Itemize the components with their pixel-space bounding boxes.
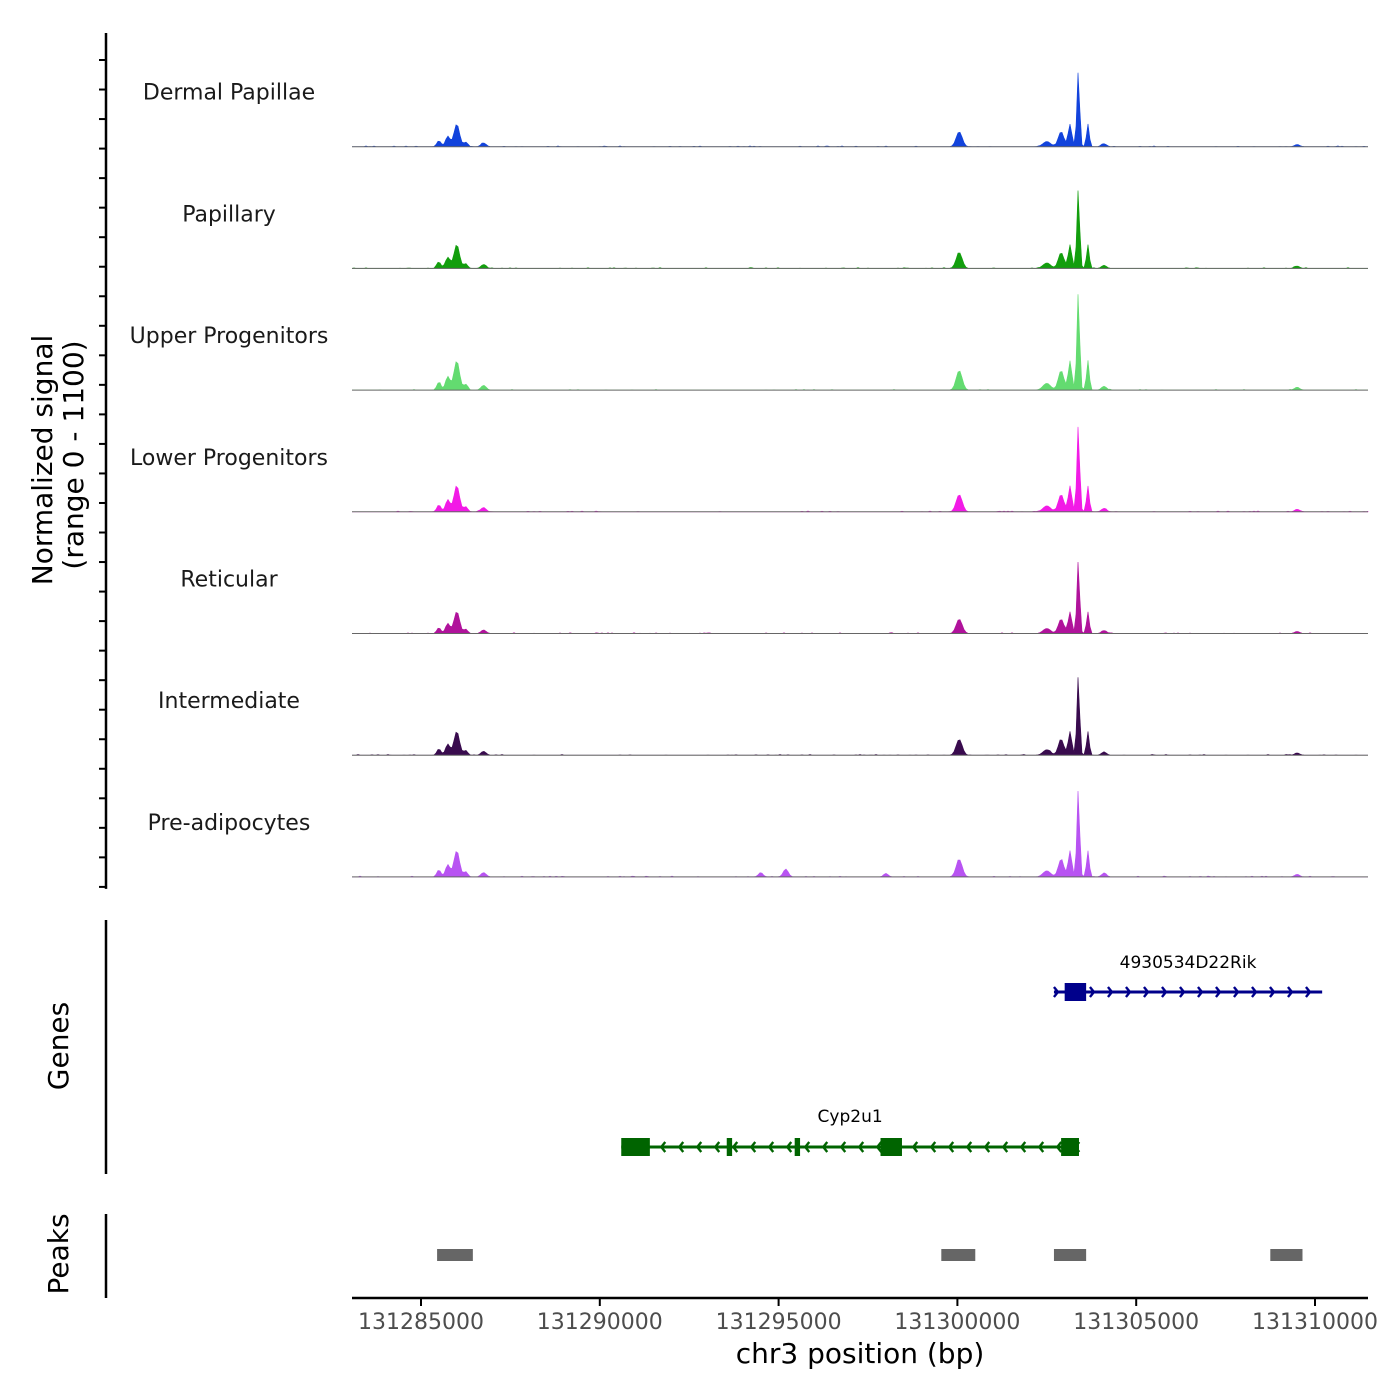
signal-area — [352, 790, 1368, 878]
signal-track-upper-progenitors: Upper Progenitors — [130, 294, 1368, 391]
track-label: Lower Progenitors — [130, 446, 328, 471]
track-label: Papillary — [182, 202, 276, 227]
signal-track-dermal-papillae: Dermal Papillae — [143, 72, 1368, 148]
signal-track-lower-progenitors: Lower Progenitors — [130, 426, 1369, 513]
strand-arrow — [1215, 986, 1222, 998]
strand-arrow — [839, 1141, 847, 1153]
strand-arrow — [1197, 986, 1204, 998]
track-label: Upper Progenitors — [130, 324, 329, 349]
exon — [726, 1138, 733, 1156]
signal-area — [352, 561, 1368, 634]
exon — [1064, 983, 1087, 1001]
strand-arrow — [713, 1141, 721, 1153]
genes-axis-title: Genes — [42, 1002, 75, 1090]
signal-y-axis — [99, 33, 108, 889]
strand-arrow — [1233, 986, 1240, 998]
peak-region — [1053, 1249, 1087, 1261]
strand-arrow — [983, 1141, 991, 1153]
strand-arrow — [1053, 986, 1060, 998]
strand-arrow — [659, 1141, 667, 1153]
strand-arrow — [857, 1141, 865, 1153]
strand-arrow — [1107, 986, 1114, 998]
x-tick-label: 131295000 — [716, 1310, 842, 1335]
strand-arrow — [965, 1141, 973, 1153]
signal-area — [352, 72, 1368, 148]
signal-track-papillary: Papillary — [182, 190, 1368, 269]
strand-arrow — [1001, 1141, 1009, 1153]
strand-arrow — [1251, 986, 1258, 998]
gene-4930534d22rik: 4930534D22Rik — [1053, 953, 1323, 1001]
strand-arrow — [677, 1141, 685, 1153]
x-axis-title: chr3 position (bp) — [736, 1337, 985, 1370]
x-tick-label: 131305000 — [1073, 1310, 1199, 1335]
strand-arrow — [1143, 986, 1150, 998]
x-tick-label: 131285000 — [358, 1310, 484, 1335]
gene-name-label: Cyp2u1 — [818, 1107, 883, 1127]
strand-arrow — [785, 1141, 793, 1153]
peak-region — [941, 1249, 976, 1261]
signal-area — [352, 677, 1368, 756]
strand-arrow — [1125, 986, 1132, 998]
signal-track-reticular: Reticular — [180, 561, 1368, 634]
signal-area — [352, 426, 1369, 513]
strand-arrow — [1161, 986, 1168, 998]
x-tick-label: 131300000 — [894, 1310, 1020, 1335]
strand-arrow — [1179, 986, 1186, 998]
strand-arrow — [731, 1141, 739, 1153]
strand-arrow — [929, 1141, 937, 1153]
exon — [621, 1138, 650, 1156]
strand-arrow — [695, 1141, 703, 1153]
gene-cyp2u1: Cyp2u1 — [621, 1107, 1081, 1156]
signal-area — [351, 190, 1368, 269]
track-label: Reticular — [180, 568, 278, 593]
strand-arrow — [1019, 1141, 1027, 1153]
exon — [794, 1138, 801, 1156]
strand-arrow — [1037, 1141, 1045, 1153]
peaks-track — [437, 1249, 1303, 1261]
exon — [1061, 1138, 1079, 1156]
gene-annotation-track: 4930534D22Rik Cyp2u1 — [621, 953, 1323, 1156]
peaks-axis-title: Peaks — [42, 1213, 75, 1294]
signal-track-intermediate: Intermediate — [158, 677, 1368, 756]
signal-track-pre-adipocytes: Pre-adipocytes — [148, 790, 1368, 878]
strand-arrow — [1055, 1141, 1063, 1153]
strand-arrow — [749, 1141, 757, 1153]
strand-arrow — [1089, 986, 1096, 998]
x-tick-label: 131310000 — [1252, 1310, 1378, 1335]
signal-tracks: Dermal Papillae Papillary Upper Progenitor… — [130, 72, 1369, 878]
strand-arrow — [875, 1141, 883, 1153]
gene-name-label: 4930534D22Rik — [1120, 953, 1257, 973]
strand-arrow — [1269, 986, 1276, 998]
strand-arrow — [767, 1141, 775, 1153]
track-label: Intermediate — [158, 689, 300, 714]
strand-arrow — [803, 1141, 811, 1153]
peak-region — [437, 1249, 473, 1261]
strand-arrow — [1305, 986, 1312, 998]
strand-arrow — [821, 1141, 829, 1153]
y-axis-title: Normalized signal — [26, 335, 59, 586]
x-axis: 131285000 131290000 131295000 131300000 1313… — [352, 1296, 1378, 1335]
track-label: Pre-adipocytes — [148, 811, 311, 836]
exon — [880, 1138, 902, 1156]
x-tick-label: 131290000 — [537, 1310, 663, 1335]
track-label: Dermal Papillae — [143, 81, 315, 106]
strand-arrow — [947, 1141, 955, 1153]
strand-arrow — [1287, 986, 1294, 998]
strand-arrow — [911, 1141, 919, 1153]
y-axis-subtitle: (range 0 - 1100) — [57, 340, 90, 569]
peak-region — [1270, 1249, 1303, 1261]
signal-area — [352, 294, 1368, 391]
